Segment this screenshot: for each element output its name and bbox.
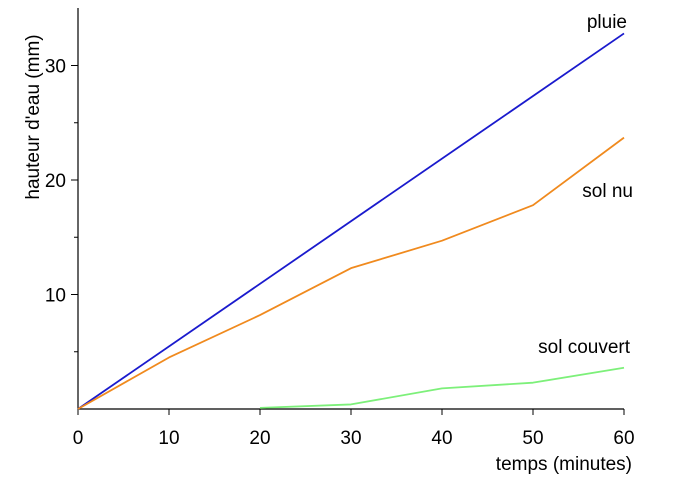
ticks: 0 10 20 30 40 50 60 10 20 30 [45,57,635,450]
series-label: sol nu [582,181,633,202]
x-axis-label: temps (minutes) [496,454,632,475]
x-tick-label: 10 [158,428,179,449]
x-tick-label: 0 [73,428,84,449]
y-axis-label: hauteur d'eau (mm) [23,34,44,199]
series-line-sol-couvert [259,366,625,409]
x-tick-label: 20 [249,428,270,449]
x-tick-label: 50 [522,428,543,449]
x-tick-label: 30 [340,428,361,449]
x-tick-label: 60 [613,428,634,449]
series-group: pluie sol nu sol couvert [77,12,633,410]
labels: temps (minutes) hauteur d'eau (mm) [23,34,632,475]
y-tick-label: 30 [45,57,66,78]
series-line-pluie [77,32,625,410]
x-tick-label: 40 [431,428,452,449]
series-label: sol couvert [538,337,631,358]
y-tick-label: 10 [45,286,66,307]
series-line-sol-nu [77,136,625,410]
series-label: pluie [587,12,627,33]
y-tick-label: 20 [45,171,66,192]
